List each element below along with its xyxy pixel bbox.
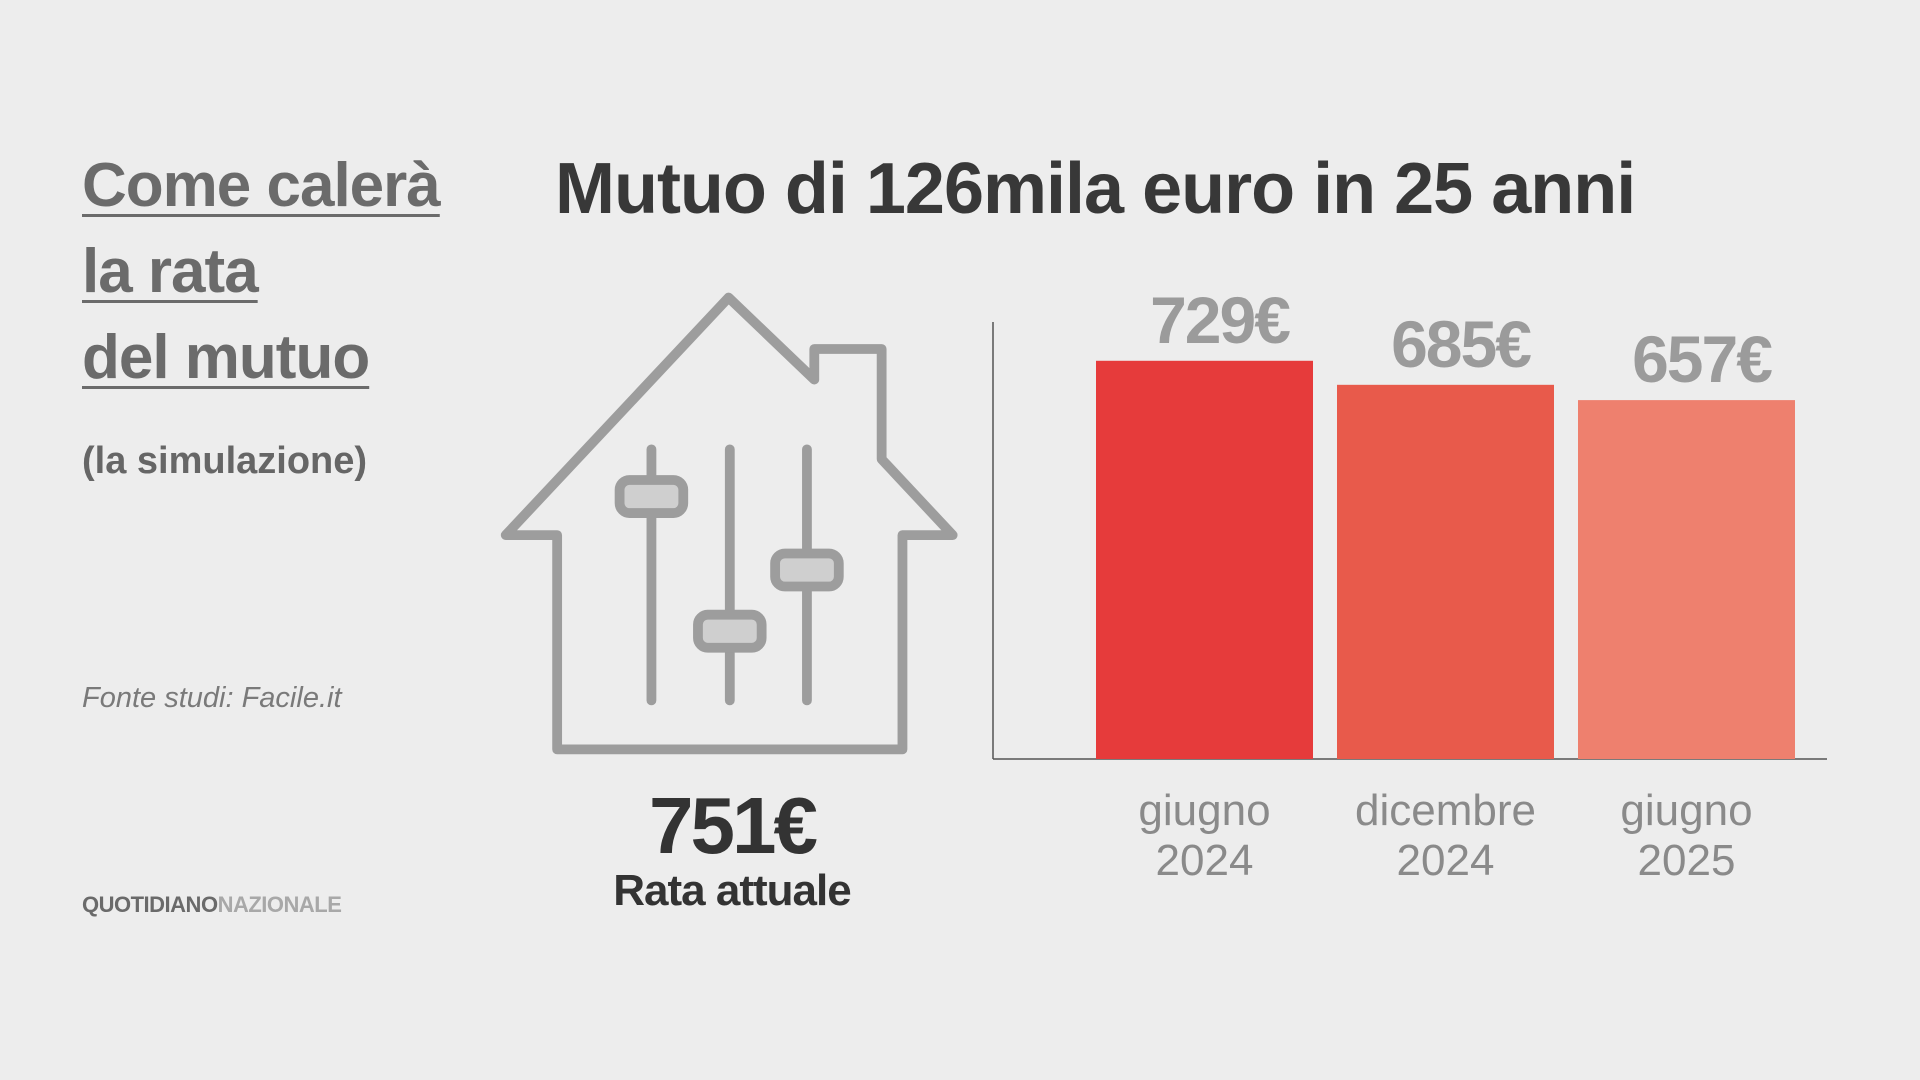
house-icon [500,292,958,755]
chart-title: Mutuo di 126mila euro in 25 anni [555,149,1636,229]
heading-line: del mutuo [82,323,370,392]
value-label: 729€ [1150,283,1290,357]
current-label: Rata attuale [613,866,851,915]
subheading: (la simulazione) [82,440,368,482]
brand-part: NAZIONALE [217,892,342,917]
heading-line: la rata [82,237,259,306]
heading-line: Come calerà [82,151,441,220]
x-tick-label: giugno 2024 [1138,786,1271,885]
x-tick-label: giugno 2025 [1620,786,1753,885]
bar [1578,400,1795,759]
current-amount: 751€ [649,781,818,870]
value-label: 657€ [1632,322,1772,396]
bar [1337,384,1554,759]
source: Fonte studi: Facile.it [82,682,342,714]
x-tick-label: dicembre 2024 [1355,786,1536,885]
brand-part: QUOTIDIANO [82,892,218,917]
value-label: 685€ [1391,307,1531,381]
brand: QUOTIDIANONAZIONALE [82,892,342,918]
bar [1096,360,1313,759]
